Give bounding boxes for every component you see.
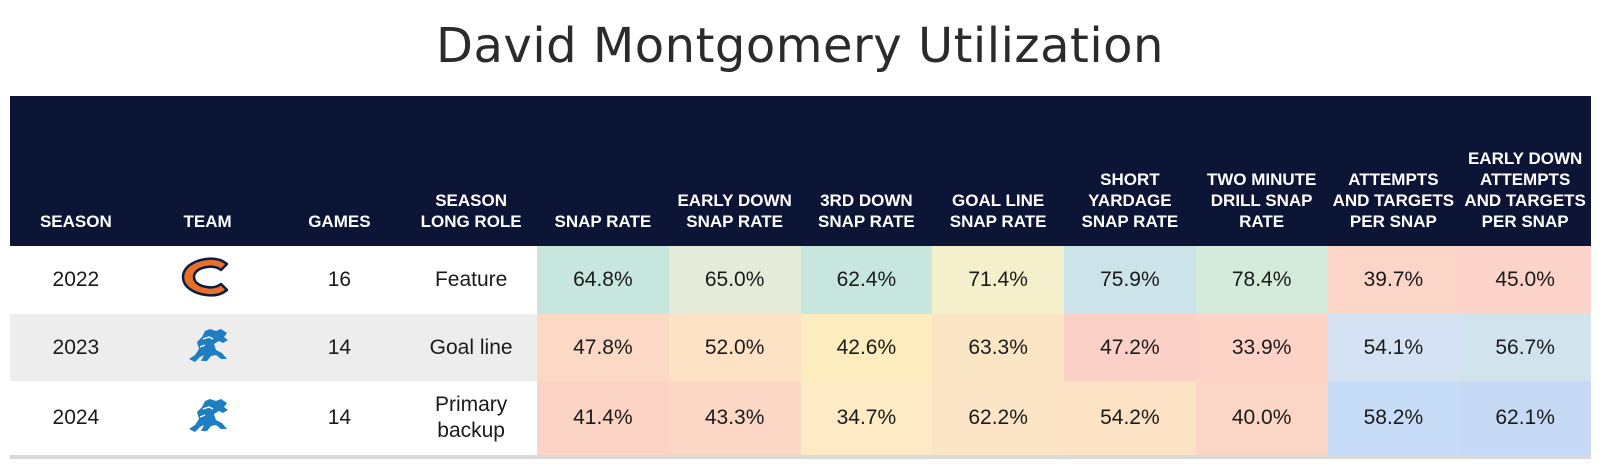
short-yardage-snap-rate-cell: 54.2% — [1064, 381, 1196, 459]
header-early-down-snap-rate: EARLY DOWN SNAP RATE — [668, 96, 801, 246]
header-team: TEAM — [141, 96, 274, 246]
snap-rate-cell: 41.4% — [537, 381, 669, 459]
table-row: 2024 14 Primary backup 41.4% 43.3% 34.7%… — [10, 381, 1591, 459]
two-minute-drill-snap-rate-cell: 40.0% — [1195, 381, 1328, 459]
role-cell: Feature — [405, 246, 537, 314]
3rd-down-snap-rate-cell: 34.7% — [800, 381, 933, 459]
header-two-minute-drill-snap-rate: TWO MINUTE DRILL SNAP RATE — [1195, 96, 1328, 246]
3rd-down-snap-rate-cell: 62.4% — [800, 246, 933, 314]
header-short-yardage-snap-rate: SHORT YARDAGE SNAP RATE — [1064, 96, 1196, 246]
short-yardage-snap-rate-cell: 75.9% — [1064, 246, 1196, 314]
two-minute-drill-snap-rate-cell: 33.9% — [1195, 314, 1328, 381]
team-cell — [141, 381, 274, 459]
header-attempts-targets-per-snap: ATTEMPTS AND TARGETS PER SNAP — [1327, 96, 1460, 246]
header-games: GAMES — [273, 96, 406, 246]
team-cell — [141, 246, 274, 314]
header-goal-line-snap-rate: GOAL LINE SNAP RATE — [932, 96, 1064, 246]
table-row: 2022 16 Feature 64.8% 65.0% 62.4% 71.4% … — [10, 246, 1591, 314]
games-cell: 14 — [273, 314, 406, 381]
attempts-targets-per-snap-cell: 54.1% — [1327, 314, 1460, 381]
early-down-attempts-targets-per-snap-cell: 45.0% — [1459, 246, 1591, 314]
early-down-snap-rate-cell: 52.0% — [668, 314, 801, 381]
header-season-long-role: SEASON LONG ROLE — [405, 96, 537, 246]
header-row: SEASON TEAM GAMES SEASON LONG ROLE SNAP … — [10, 96, 1591, 246]
table-title: David Montgomery Utilization — [436, 18, 1164, 74]
early-down-attempts-targets-per-snap-cell: 62.1% — [1459, 381, 1591, 459]
early-down-snap-rate-cell: 65.0% — [668, 246, 801, 314]
season-cell: 2024 — [10, 381, 142, 459]
role-cell: Goal line — [405, 314, 537, 381]
attempts-targets-per-snap-cell: 58.2% — [1327, 381, 1460, 459]
two-minute-drill-snap-rate-cell: 78.4% — [1195, 246, 1328, 314]
season-cell: 2022 — [10, 246, 142, 314]
goal-line-snap-rate-cell: 63.3% — [932, 314, 1064, 381]
early-down-attempts-targets-per-snap-cell: 56.7% — [1459, 314, 1591, 381]
attempts-targets-per-snap-cell: 39.7% — [1327, 246, 1460, 314]
role-cell: Primary backup — [405, 381, 537, 459]
3rd-down-snap-rate-cell: 42.6% — [800, 314, 933, 381]
table-row: 2023 14 Goal line 47.8% 52.0% 42.6% 63.3… — [10, 314, 1591, 381]
snap-rate-cell: 64.8% — [537, 246, 669, 314]
season-cell: 2023 — [10, 314, 142, 381]
utilization-table: SEASON TEAM GAMES SEASON LONG ROLE SNAP … — [10, 96, 1591, 459]
snap-rate-cell: 47.8% — [537, 314, 669, 381]
goal-line-snap-rate-cell: 71.4% — [932, 246, 1064, 314]
header-early-down-attempts-targets-per-snap: EARLY DOWN ATTEMPTS AND TARGETS PER SNAP — [1459, 96, 1591, 246]
detroit-lions-logo-icon — [183, 395, 233, 441]
games-cell: 16 — [273, 246, 406, 314]
games-cell: 14 — [273, 381, 406, 459]
early-down-snap-rate-cell: 43.3% — [668, 381, 801, 459]
header-season: SEASON — [10, 96, 142, 246]
short-yardage-snap-rate-cell: 47.2% — [1064, 314, 1196, 381]
header-3rd-down-snap-rate: 3RD DOWN SNAP RATE — [800, 96, 933, 246]
detroit-lions-logo-icon — [183, 325, 233, 371]
goal-line-snap-rate-cell: 62.2% — [932, 381, 1064, 459]
chicago-bears-logo-icon — [179, 257, 237, 303]
header-snap-rate: SNAP RATE — [537, 96, 669, 246]
team-cell — [141, 314, 274, 381]
